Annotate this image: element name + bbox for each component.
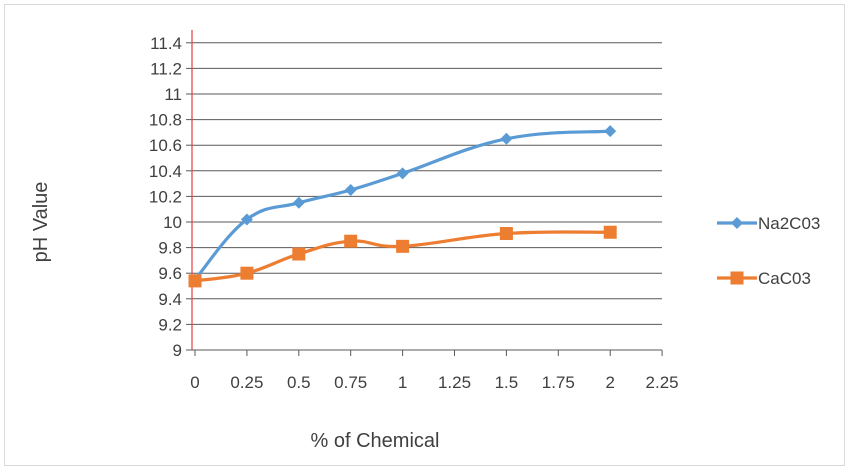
y-tick-label: 9.6	[158, 264, 182, 283]
legend-marker-cac03	[730, 271, 744, 285]
legend-marker-na2c03	[731, 217, 743, 229]
y-axis-label: pH Value	[30, 182, 52, 263]
data-point-na2c03	[604, 125, 617, 138]
x-tick-label: 0	[190, 373, 199, 392]
data-point-cac03	[499, 227, 513, 241]
x-tick-label: 1.5	[495, 373, 519, 392]
x-tick-label: 2.25	[646, 373, 679, 392]
y-tick-label: 11.2	[150, 59, 182, 78]
y-tick-label: 10.6	[149, 136, 182, 155]
y-tick-label: 10.4	[149, 162, 182, 181]
data-point-cac03	[396, 239, 410, 253]
y-tick-label: 10.8	[149, 111, 182, 130]
data-point-na2c03	[292, 196, 305, 209]
series-markers	[188, 125, 617, 288]
y-tick-label: 9	[173, 341, 182, 360]
x-tick-label: 2	[605, 373, 614, 392]
y-tick-label: 9.2	[158, 315, 182, 334]
y-tick-labels: 9 9.2 9.4 9.6 9.8 10 10.2 10.4 10.6 10.8 11 11.2 11.…	[149, 34, 182, 360]
legend: Na2C03 CaC03	[717, 214, 820, 288]
y-tick-label: 9.8	[158, 239, 182, 258]
y-tick-label: 9.4	[158, 290, 182, 309]
data-point-cac03	[344, 234, 358, 248]
data-point-na2c03	[344, 184, 357, 196]
x-tick-labels: 0 0.25 0.5 0.75 1 1.25 1.5 1.75 2 2.25	[190, 373, 678, 392]
y-tick-label: 10	[163, 213, 182, 232]
legend-label-cac03: CaC03	[758, 269, 811, 288]
x-axis-label: % of Chemical	[311, 430, 440, 452]
data-point-na2c03	[240, 213, 253, 226]
data-point-cac03	[603, 225, 617, 239]
x-tick-label: 1.25	[438, 373, 471, 392]
x-tick-label: 1.75	[542, 373, 575, 392]
y-tick-label: 11	[164, 85, 182, 104]
gridlines	[192, 42, 662, 351]
data-point-na2c03	[396, 167, 409, 180]
data-point-cac03	[188, 274, 202, 288]
data-point-cac03	[240, 266, 254, 280]
chart-frame	[4, 4, 845, 466]
y-tick-label: 10.2	[149, 187, 182, 206]
x-tick-label: 0.5	[287, 373, 311, 392]
data-point-cac03	[292, 247, 306, 261]
data-point-na2c03	[500, 132, 513, 145]
x-tick-label: 0.75	[334, 373, 367, 392]
series-lines	[193, 129, 611, 283]
legend-label-na2c03: Na2C03	[758, 214, 820, 233]
x-tick-label: 1	[398, 373, 407, 392]
y-tick-label: 11.4	[150, 34, 182, 53]
series-line-na2c03	[193, 129, 611, 281]
x-tick-label: 0.25	[230, 373, 263, 392]
axes	[186, 30, 663, 356]
